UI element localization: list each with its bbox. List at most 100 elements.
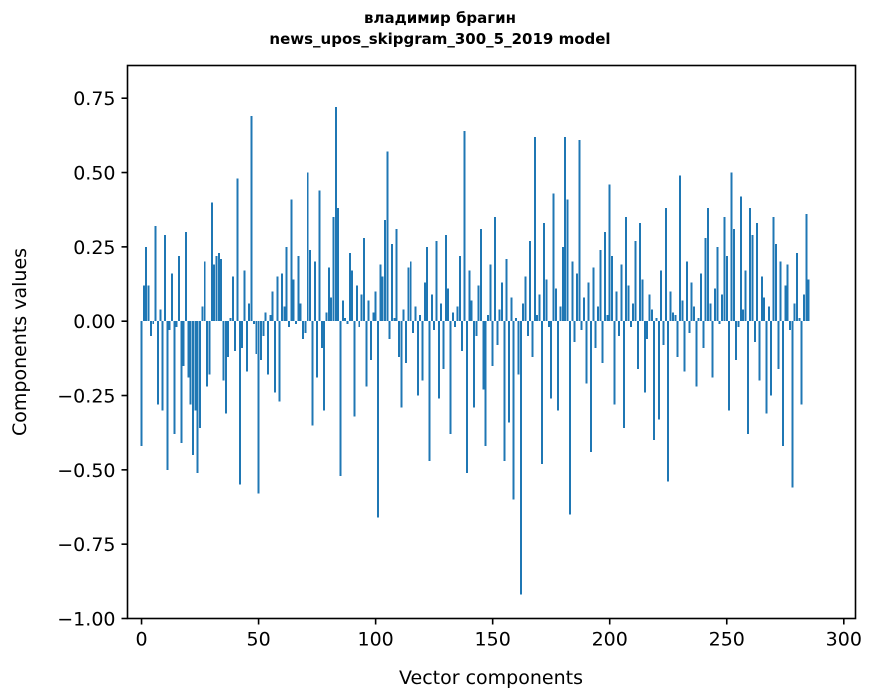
x-tick-label: 200 <box>592 629 628 651</box>
bar <box>334 107 337 322</box>
bar <box>664 208 667 322</box>
bar <box>496 321 499 345</box>
bar <box>203 261 206 322</box>
bar <box>510 297 513 322</box>
bar <box>737 321 740 328</box>
bar <box>522 303 525 322</box>
bar <box>194 321 197 411</box>
bar <box>777 321 780 369</box>
bar <box>758 321 761 381</box>
bar <box>381 276 384 322</box>
bar <box>428 321 431 461</box>
bar <box>735 321 738 360</box>
bar <box>264 312 267 322</box>
bar <box>648 294 651 322</box>
bar <box>707 208 710 322</box>
bar <box>545 279 548 322</box>
bar <box>468 270 471 322</box>
chart-title: владимир брагин news_upos_skipgram_300_5… <box>0 8 880 50</box>
y-tick-label: 0.50 <box>73 163 115 185</box>
bar <box>482 321 485 390</box>
bar <box>405 321 408 363</box>
bar <box>622 321 625 429</box>
bar <box>440 303 443 322</box>
bar <box>332 217 335 322</box>
bar <box>580 321 583 331</box>
bar <box>374 291 377 322</box>
bar <box>625 217 628 322</box>
bar <box>601 321 604 363</box>
bar <box>660 270 663 322</box>
bar <box>489 264 492 322</box>
bar <box>231 276 234 322</box>
bar <box>362 237 365 322</box>
bar <box>463 130 466 322</box>
bar <box>716 246 719 322</box>
bar <box>182 321 185 366</box>
bar <box>213 264 216 322</box>
bar <box>795 252 798 322</box>
bar <box>751 234 754 322</box>
bar <box>575 273 578 322</box>
chart-title-line-1: владимир брагин <box>364 9 516 27</box>
bar <box>678 175 681 322</box>
bar <box>604 231 607 322</box>
bar <box>564 136 567 322</box>
bar <box>220 258 223 322</box>
bar <box>442 321 445 369</box>
bar <box>273 321 276 393</box>
bar <box>402 309 405 322</box>
bar <box>608 184 611 322</box>
bar <box>491 321 494 366</box>
bar <box>360 294 363 322</box>
x-tick-label: 50 <box>246 629 270 651</box>
bar <box>739 196 742 322</box>
bar <box>674 315 677 322</box>
bar <box>210 202 213 322</box>
bar <box>224 321 227 414</box>
bar <box>765 321 768 414</box>
y-tick-label: −0.50 <box>57 460 115 482</box>
bar <box>725 255 728 322</box>
bar <box>618 321 621 337</box>
bar <box>793 303 796 322</box>
bar <box>178 255 180 322</box>
bar <box>238 321 241 485</box>
bar <box>414 306 417 322</box>
bar <box>620 264 623 322</box>
bar <box>435 240 438 322</box>
bar <box>646 321 649 340</box>
bar <box>636 321 639 369</box>
bar <box>505 258 508 322</box>
bar <box>749 208 752 322</box>
bar <box>266 321 269 375</box>
bar <box>276 276 279 322</box>
bar <box>540 321 543 464</box>
bar <box>419 315 422 322</box>
bar <box>561 246 564 322</box>
bar <box>615 291 618 322</box>
bar <box>456 306 459 322</box>
bar <box>711 321 714 378</box>
bar <box>285 246 288 322</box>
bar <box>798 318 801 322</box>
bar <box>250 116 253 322</box>
bar <box>376 321 379 518</box>
bars-group <box>140 107 810 595</box>
bar <box>227 321 230 357</box>
y-axis-label: Components values <box>9 248 31 436</box>
bar <box>140 321 143 447</box>
bar <box>753 321 756 342</box>
bar <box>695 321 698 387</box>
bar <box>281 273 283 322</box>
bar <box>589 321 592 453</box>
bar <box>400 321 403 408</box>
bar <box>215 255 218 322</box>
bar <box>252 321 255 325</box>
bar <box>461 321 464 351</box>
bar <box>683 321 686 372</box>
bar <box>372 312 375 322</box>
bar <box>185 231 188 322</box>
bar <box>447 288 450 322</box>
